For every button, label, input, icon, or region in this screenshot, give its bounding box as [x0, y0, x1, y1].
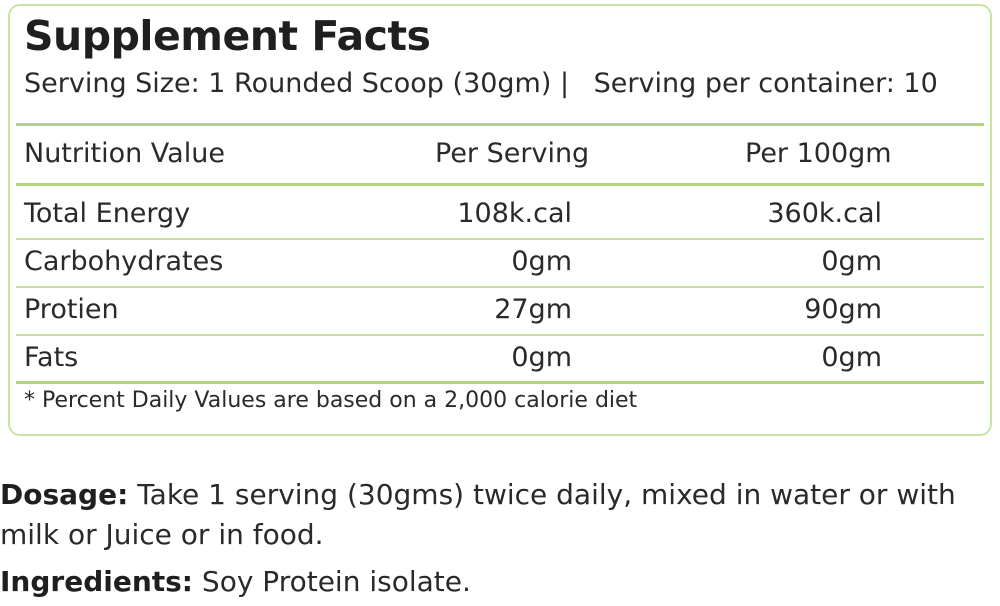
panel-title: Supplement Facts: [24, 12, 431, 60]
servings-per-container: Serving per container: 10: [593, 68, 938, 99]
ingredients-text: Soy Protein isolate.: [201, 565, 471, 598]
row-divider: [16, 286, 984, 288]
ingredients-label: Ingredients:: [0, 565, 194, 598]
nutrient-name: Carbohydrates: [24, 246, 224, 277]
footer-divider: [16, 381, 984, 384]
column-header-divider: [16, 183, 984, 186]
serving-info: Serving Size: 1 Rounded Scoop (30gm) | S…: [24, 66, 938, 102]
table-row: Protien 27gm 90gm: [10, 288, 990, 332]
per-serving-value: 0gm: [511, 342, 572, 373]
row-divider: [16, 238, 984, 240]
dosage-label: Dosage:: [0, 478, 129, 511]
dosage-section: Dosage: Take 1 serving (30gms) twice dai…: [0, 475, 980, 555]
header-nutrition-value: Nutrition Value: [24, 138, 225, 169]
dosage-text: Take 1 serving (30gms) twice daily, mixe…: [0, 478, 956, 551]
table-header-row: Nutrition Value Per Serving Per 100gm: [10, 132, 990, 176]
ingredients-section: Ingredients: Soy Protein isolate.: [0, 562, 980, 602]
header-per-100gm: Per 100gm: [745, 138, 892, 169]
per-100gm-value: 0gm: [821, 342, 882, 373]
nutrient-name: Protien: [24, 294, 119, 325]
table-row: Total Energy 108k.cal 360k.cal: [10, 192, 990, 236]
per-100gm-value: 360k.cal: [767, 198, 882, 229]
supplement-facts-panel: Supplement Facts Serving Size: 1 Rounded…: [8, 4, 992, 436]
daily-values-footnote: * Percent Daily Values are based on a 2,…: [24, 388, 638, 413]
per-serving-value: 27gm: [494, 294, 572, 325]
row-divider: [16, 334, 984, 336]
serving-size: Serving Size: 1 Rounded Scoop (30gm) |: [24, 68, 570, 99]
per-serving-value: 0gm: [511, 246, 572, 277]
nutrient-name: Total Energy: [24, 198, 191, 229]
per-serving-value: 108k.cal: [457, 198, 572, 229]
per-100gm-value: 90gm: [804, 294, 882, 325]
nutrient-name: Fats: [24, 342, 79, 373]
header-divider: [16, 123, 984, 126]
header-per-serving: Per Serving: [435, 138, 590, 169]
per-100gm-value: 0gm: [821, 246, 882, 277]
table-row: Fats 0gm 0gm: [10, 336, 990, 380]
table-row: Carbohydrates 0gm 0gm: [10, 240, 990, 284]
